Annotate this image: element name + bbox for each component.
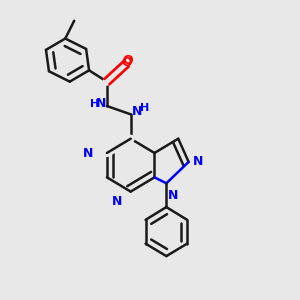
Text: N: N — [168, 189, 178, 202]
Text: N: N — [132, 105, 142, 118]
Text: H: H — [90, 99, 100, 109]
Text: N: N — [96, 97, 106, 110]
Text: O: O — [122, 54, 133, 67]
Text: H: H — [140, 103, 149, 113]
Text: N: N — [83, 147, 94, 160]
Text: N: N — [193, 155, 203, 168]
Text: O: O — [121, 56, 131, 69]
Text: N: N — [112, 195, 122, 208]
